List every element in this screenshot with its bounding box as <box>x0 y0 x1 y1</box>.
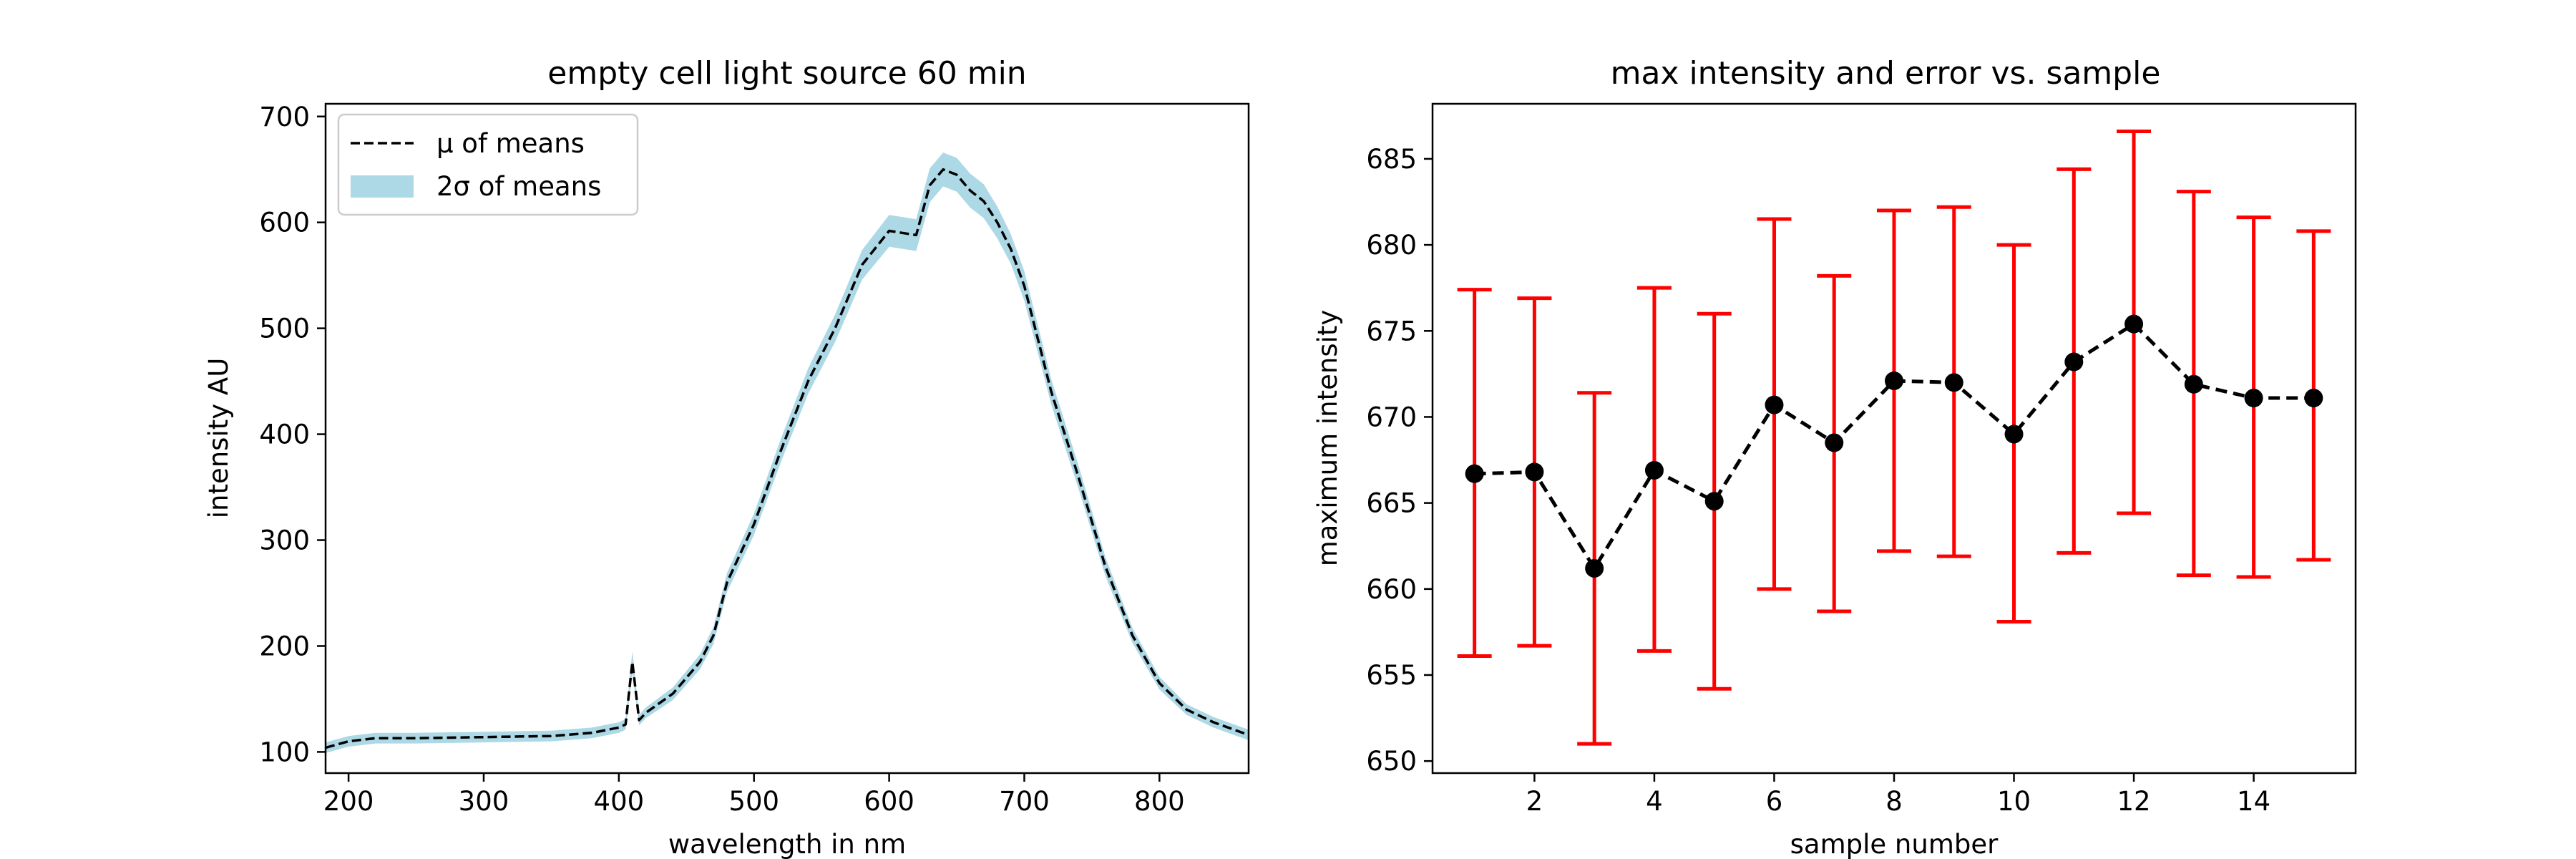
chart1-y-tick-label-0: 100 <box>259 737 310 767</box>
sample-point-6 <box>1765 395 1784 414</box>
sample-point-15 <box>2304 389 2323 408</box>
chart1-y-tick-label-1: 200 <box>259 631 310 661</box>
mean-line <box>325 168 1249 749</box>
chart1-y-tick-label-3: 400 <box>259 419 310 450</box>
sample-point-14 <box>2244 389 2263 408</box>
chart1-x-label: wavelength in nm <box>668 829 906 859</box>
sample-point-4 <box>1644 460 1664 480</box>
chart2-y-tick-label-1: 655 <box>1366 660 1417 691</box>
chart2-x-ticks: 2 4 6 8 10 12 14 <box>1526 773 2270 817</box>
legend-band-swatch <box>351 175 414 198</box>
sample-point-5 <box>1704 492 1724 511</box>
chart1-x-ticks: 200 300 400 500 600 700 800 <box>323 773 1185 817</box>
legend-mean-label: μ of means <box>436 128 585 159</box>
error-bars-layer <box>1457 129 2331 746</box>
chart2-y-tick-label-6: 680 <box>1366 230 1417 261</box>
mean-line-layer <box>325 168 1249 749</box>
chart1-plot-frame <box>324 102 1250 775</box>
chart1-legend: μ of means 2σ of means <box>337 113 639 216</box>
chart2-y-label: maximum intensity <box>1312 310 1343 567</box>
chart1-x-tick-label-6: 800 <box>1134 786 1185 817</box>
chart1-title: empty cell light source 60 min <box>547 55 1026 92</box>
chart1-x-tick-label-2: 400 <box>594 786 645 817</box>
chart1-x-tick-label-5: 700 <box>999 786 1050 817</box>
chart2-y-tick-label-4: 670 <box>1366 402 1417 432</box>
sample-point-3 <box>1585 558 1604 578</box>
chart2-x-tick-label-0: 2 <box>1526 786 1543 817</box>
chart2-y-tick-label-7: 685 <box>1366 144 1417 175</box>
chart1-y-tick-label-4: 500 <box>259 314 310 344</box>
max-intensity-chart: max intensity and error vs. sample 2 4 6 8 1… <box>1312 55 2357 859</box>
sample-point-7 <box>1825 433 1844 452</box>
sample-point-13 <box>2184 374 2203 394</box>
chart2-x-tick-label-2: 6 <box>1766 786 1783 817</box>
markers-layer <box>1465 314 2323 578</box>
chart1-x-tick-label-4: 600 <box>864 786 914 817</box>
sample-point-11 <box>2064 352 2084 372</box>
chart2-y-tick-label-5: 675 <box>1366 316 1417 346</box>
sample-point-9 <box>1944 373 1963 392</box>
sample-point-2 <box>1525 462 1544 482</box>
chart2-x-tick-label-5: 12 <box>2117 786 2151 817</box>
chart1-y-label: intensity AU <box>203 358 234 519</box>
chart1-y-tick-label-6: 700 <box>259 102 310 132</box>
chart1-y-ticks: 100 200 300 400 500 600 700 <box>259 102 326 767</box>
chart2-x-tick-label-4: 10 <box>1997 786 2031 817</box>
chart1-x-tick-label-1: 300 <box>459 786 509 817</box>
chart1-x-tick-label-3: 500 <box>728 786 779 817</box>
spectrum-chart: empty cell light source 60 min 200 300 400… <box>203 55 1250 859</box>
chart2-x-label: sample number <box>1790 829 1999 859</box>
sample-point-12 <box>2124 314 2144 334</box>
chart2-title: max intensity and error vs. sample <box>1611 55 2161 92</box>
chart1-y-tick-label-5: 600 <box>259 208 310 238</box>
chart2-y-tick-label-3: 665 <box>1366 488 1417 519</box>
sample-point-10 <box>2004 424 2024 444</box>
legend-band-label: 2σ of means <box>436 171 601 202</box>
sample-point-1 <box>1465 464 1484 483</box>
chart2-x-tick-label-1: 4 <box>1646 786 1663 817</box>
chart1-x-tick-label-0: 200 <box>323 786 374 817</box>
chart1-y-tick-label-2: 300 <box>259 525 310 556</box>
chart2-y-ticks: 650 655 660 665 670 675 680 685 <box>1366 144 1433 777</box>
sample-point-8 <box>1885 371 1903 390</box>
sigma-band <box>326 152 1249 753</box>
chart2-x-tick-label-6: 14 <box>2237 786 2270 817</box>
chart2-y-tick-label-2: 660 <box>1366 574 1417 605</box>
chart2-x-tick-label-3: 8 <box>1885 786 1903 817</box>
chart2-plot-frame <box>1431 102 2357 775</box>
sigma-band-layer <box>326 152 1249 753</box>
chart2-y-tick-label-0: 650 <box>1366 746 1417 777</box>
